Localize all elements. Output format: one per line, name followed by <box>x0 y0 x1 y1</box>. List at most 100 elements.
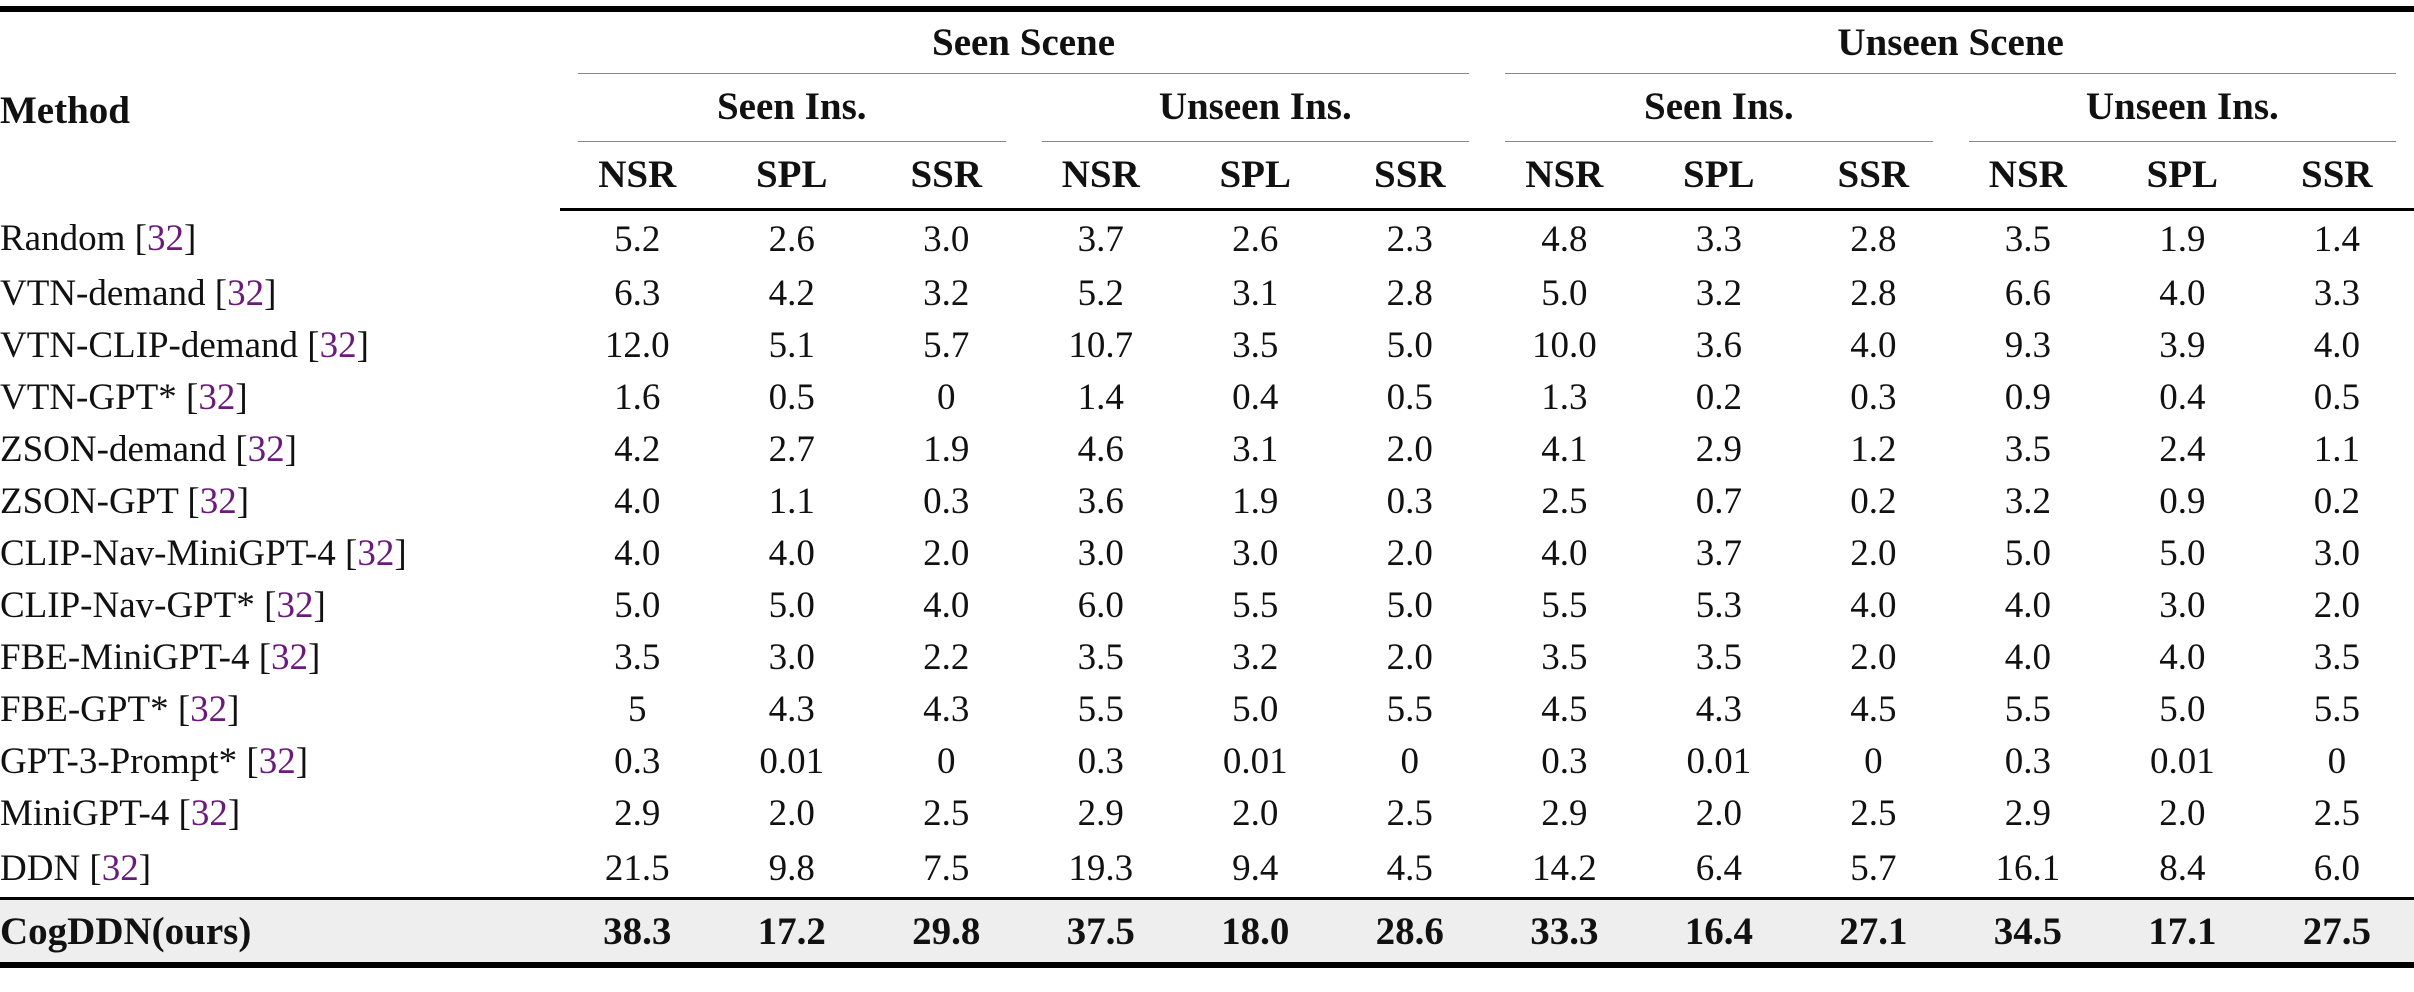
citation-link[interactable]: 32 <box>227 272 265 314</box>
method-cell: Random [32] <box>0 217 197 259</box>
citation-link[interactable]: 32 <box>190 688 228 730</box>
value-cell: 5.0 <box>2004 532 2051 574</box>
value-cell: 5.5 <box>1232 584 1279 626</box>
value-cell: 0.2 <box>1695 376 1742 418</box>
value-cell: 3.1 <box>1232 428 1279 470</box>
value-cell: 2.0 <box>768 792 815 834</box>
value-cell: 3.5 <box>2313 636 2360 678</box>
value-cell-ours: 18.0 <box>1178 897 1333 968</box>
value-cell: 1.1 <box>2313 428 2360 470</box>
value-cell: 0.2 <box>1850 480 1897 522</box>
table-row: GPT-3-Prompt* [32] 0.3 0.01 0 0.3 0.01 0 0.3 0.0… <box>0 735 2414 787</box>
value-cell: 0.3 <box>1386 480 1433 522</box>
value-cell: 2.8 <box>1850 272 1897 314</box>
value-cell: 3.2 <box>923 272 970 314</box>
table-row: VTN-demand [32] 6.3 4.2 3.2 5.2 3.1 2.8 5.0 3.2 2… <box>0 267 2414 319</box>
value-cell: 5.7 <box>1796 839 1951 900</box>
value-cell: 2.6 <box>768 218 815 260</box>
table-row: ZSON-GPT [32] 4.0 1.1 0.3 3.6 1.9 0.3 2.5 0.7 0.2… <box>0 475 2414 527</box>
value-cell: 0 <box>1864 740 1883 782</box>
method-name: Random <box>0 217 126 259</box>
citation-link[interactable]: 32 <box>190 792 228 834</box>
citation-link[interactable]: 32 <box>258 740 296 782</box>
value-cell-ours: 28.6 <box>1332 897 1488 968</box>
citation-link[interactable]: 32 <box>199 480 237 522</box>
value-cell: 1.6 <box>614 376 661 418</box>
value-cell: 1.9 <box>1232 480 1279 522</box>
table-row: FBE-GPT* [32] 5 4.3 4.3 5.5 5.0 5.5 4.5 4.3 4.5 5.… <box>0 683 2414 735</box>
value-cell: 2.4 <box>2159 428 2206 470</box>
citation-link[interactable]: 32 <box>198 376 236 418</box>
value-cell: 3.1 <box>1232 272 1279 314</box>
value-cell: 9.8 <box>714 839 869 900</box>
method-cell: ZSON-demand [32] <box>0 428 297 470</box>
value-cell: 4.0 <box>614 532 661 574</box>
value-cell: 2.9 <box>1695 428 1742 470</box>
method-name: FBE-GPT* <box>0 688 169 730</box>
value-cell: 2.5 <box>2313 792 2360 834</box>
citation-link[interactable]: 32 <box>319 324 357 366</box>
value-cell: 4.3 <box>768 688 815 730</box>
method-column-header: Method <box>0 6 560 210</box>
value-cell: 5.5 <box>2313 688 2360 730</box>
value-cell: 1.4 <box>2313 218 2360 260</box>
citation-link[interactable]: 32 <box>357 532 395 574</box>
value-cell: 2.0 <box>2313 584 2360 626</box>
value-cell: 5.3 <box>1695 584 1742 626</box>
method-cell: VTN-GPT* [32] <box>0 376 248 418</box>
method-name: ZSON-GPT <box>0 480 179 522</box>
value-cell: 2.8 <box>1386 272 1433 314</box>
value-cell: 3.7 <box>1077 218 1124 260</box>
value-cell-ours: 34.5 <box>1950 897 2106 968</box>
method-cell: CLIP-Nav-MiniGPT-4 [32] <box>0 532 407 574</box>
value-cell: 2.9 <box>1077 792 1124 834</box>
value-cell: 6.0 <box>2259 839 2414 900</box>
metric-header: SSR <box>869 140 1024 211</box>
value-cell: 0.3 <box>1541 740 1588 782</box>
citation-link[interactable]: 32 <box>276 584 314 626</box>
table-row: DDN [32] 21.5 9.8 7.5 19.3 9.4 4.5 14.2 6.4 5.7 16… <box>0 839 2414 900</box>
value-cell: 2.0 <box>1850 636 1897 678</box>
value-cell: 3.6 <box>1695 324 1742 366</box>
value-cell: 4.0 <box>2159 272 2206 314</box>
value-cell: 0.4 <box>1232 376 1279 418</box>
ins-label: Seen Ins. <box>716 84 867 128</box>
value-cell: 4.3 <box>923 688 970 730</box>
results-table: Method Seen Scene Unseen Scene Seen Ins.… <box>0 6 2414 968</box>
value-cell: 1.9 <box>923 428 970 470</box>
value-cell: 4.0 <box>2004 584 2051 626</box>
value-cell: 0.7 <box>1695 480 1742 522</box>
value-cell: 4.8 <box>1541 218 1588 260</box>
instruction-header-row: Seen Ins. Unseen Ins. Seen Ins. Unseen I… <box>0 72 2414 142</box>
table-row: MiniGPT-4 [32] 2.9 2.0 2.5 2.9 2.0 2.5 2.9 2.0 2.… <box>0 787 2414 839</box>
citation-link[interactable]: 32 <box>101 847 139 889</box>
citation-link[interactable]: 32 <box>146 217 184 259</box>
value-cell: 1.3 <box>1541 376 1588 418</box>
value-cell: 4.0 <box>1850 584 1897 626</box>
table-row: VTN-GPT* [32] 1.6 0.5 0 1.4 0.4 0.5 1.3 0.2 0.3 0.… <box>0 371 2414 423</box>
value-cell: 4.6 <box>1077 428 1124 470</box>
ins-rule <box>1041 141 1470 142</box>
method-name: DDN <box>0 847 81 889</box>
value-cell: 3.6 <box>1077 480 1124 522</box>
ins-rule <box>578 141 1006 142</box>
value-cell: 3.0 <box>768 636 815 678</box>
value-cell: 0.3 <box>614 740 661 782</box>
value-cell: 0.3 <box>923 480 970 522</box>
metric-header: NSR <box>1023 140 1178 211</box>
value-cell: 5.0 <box>614 584 661 626</box>
citation-link[interactable]: 32 <box>247 428 285 470</box>
citation-link[interactable]: 32 <box>271 636 309 678</box>
ours-row: CogDDN(ours) 38.3 17.2 29.8 37.5 18.0 28.6 33.3… <box>0 897 2414 968</box>
value-cell-ours: 16.4 <box>1641 897 1797 968</box>
ins-header-unseen-scene-unseen: Unseen Ins. <box>1951 72 2414 142</box>
value-cell: 0.01 <box>1686 740 1752 782</box>
method-cell: DDN [32] <box>0 839 560 900</box>
value-cell: 3.5 <box>2004 428 2051 470</box>
metric-header: NSR <box>560 140 715 211</box>
scene-rule-unseen <box>1505 73 2397 74</box>
table-footer: CogDDN(ours) 38.3 17.2 29.8 37.5 18.0 28.6 33.3… <box>0 897 2414 968</box>
value-cell: 6.3 <box>614 272 661 314</box>
value-cell: 0.01 <box>1222 740 1288 782</box>
value-cell: 5.5 <box>2004 688 2051 730</box>
